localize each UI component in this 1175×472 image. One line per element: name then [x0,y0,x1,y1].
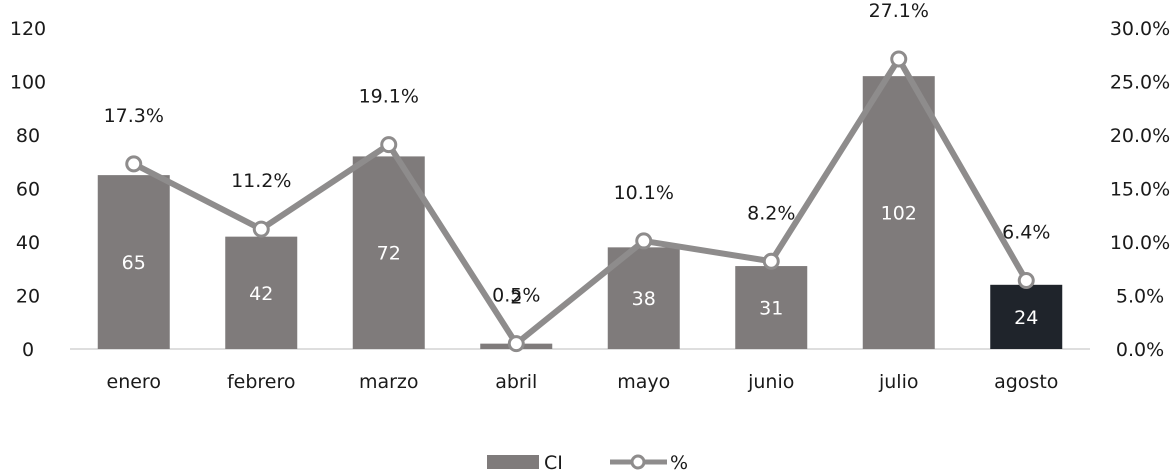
category-label: abril [495,371,537,393]
legend-label-percent: % [670,452,688,472]
percent-value-label: 17.3% [104,105,164,127]
percent-line [132,56,1029,347]
category-label: marzo [359,371,419,393]
percent-value-label: 27.1% [869,0,929,22]
right-axis-tick-label: 5.0% [1116,286,1164,308]
left-axis-tick-label: 0 [22,339,34,361]
bar [352,156,425,349]
percent-marker [252,220,270,238]
left-axis-tick-label: 120 [10,18,46,40]
left-axis-tick-label: 20 [16,286,40,308]
bar-value-label: 72 [377,243,401,265]
percent-value-label: 19.1% [359,86,419,108]
bar-value-label: 65 [122,252,146,274]
bar [735,266,808,349]
bar [607,247,680,349]
legend-swatch-ci [487,455,539,469]
bar-value-label: 102 [881,203,917,225]
bar [225,236,298,349]
percent-value-label: 10.1% [614,182,674,204]
percent-marker [507,335,525,353]
percent-marker [762,252,780,270]
percent-marker [125,155,143,173]
right-axis-tick-label: 0.0% [1116,339,1164,361]
bar-value-label: 24 [1014,307,1038,329]
left-axis-tick-label: 60 [16,179,40,201]
left-axis-tick-label: 80 [16,125,40,147]
bar-value-label: 2 [510,287,522,309]
percent-marker [635,232,653,250]
category-label: julio [878,371,919,393]
percent-value-label: 0.5% [492,285,540,307]
bar-value-label: 38 [632,288,656,310]
bar [990,284,1063,349]
category-label: junio [747,371,794,393]
bar-value-label: 31 [759,298,783,320]
bar-value-label: 42 [249,283,273,305]
right-axis-tick-label: 25.0% [1110,72,1170,94]
right-axis-tick-label: 15.0% [1110,179,1170,201]
left-axis-tick-label: 100 [10,72,46,94]
category-label: agosto [994,371,1058,393]
legend-marker-percent [630,454,646,470]
right-axis-tick-label: 30.0% [1110,18,1170,40]
percent-marker [380,136,398,154]
left-axis-tick-label: 40 [16,232,40,254]
percent-value-label: 8.2% [747,202,795,224]
percent-value-label: 6.4% [1002,222,1050,244]
bar [862,76,935,350]
percent-value-label: 11.2% [231,170,291,192]
bar [97,175,170,349]
percent-marker [1017,272,1035,290]
legend-label-ci: CI [544,452,563,472]
percent-marker [890,50,908,68]
right-axis-tick-label: 20.0% [1110,125,1170,147]
category-label: febrero [227,371,296,393]
right-axis-tick-label: 10.0% [1110,232,1170,254]
category-label: enero [107,371,161,393]
category-label: mayo [617,371,670,393]
